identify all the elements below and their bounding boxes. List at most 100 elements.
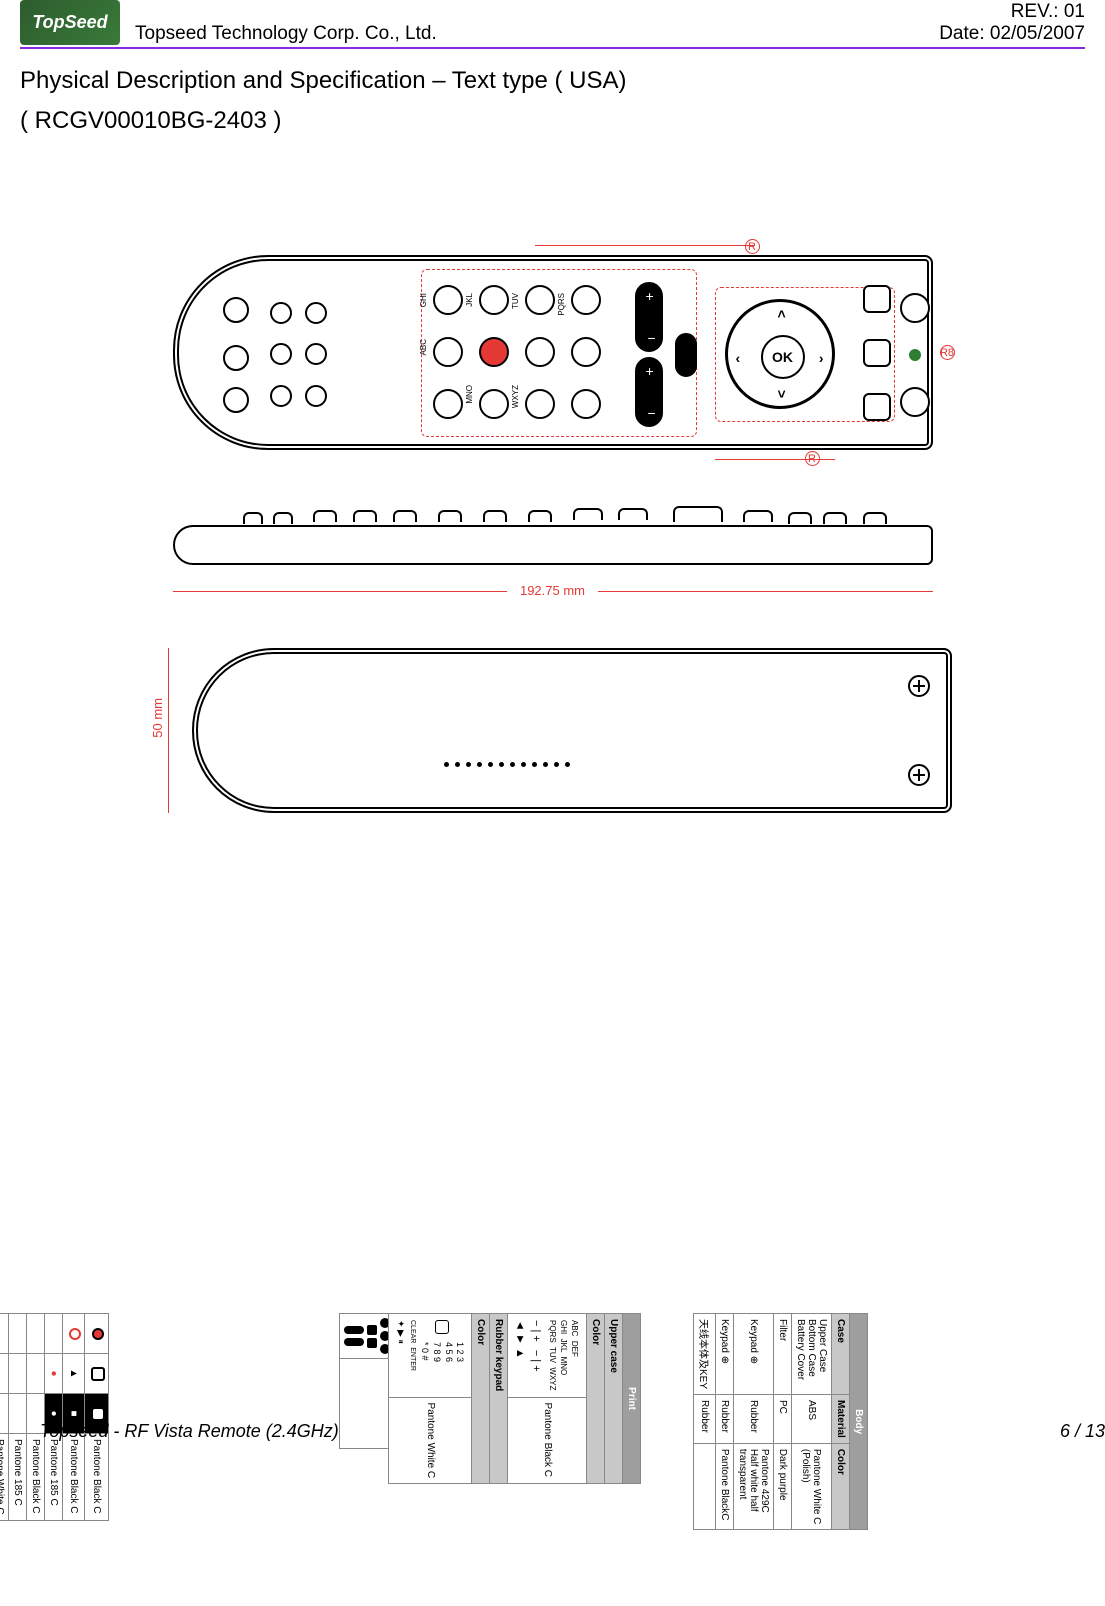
body-table-wrap: Body Case Material Color Upper Case Bott… bbox=[868, 863, 1085, 1313]
color-header: Color bbox=[587, 1314, 605, 1484]
numeric-keypad: GHI ABC JKL TUV PQRS MNO WXYZ bbox=[433, 285, 605, 435]
rev-label: REV.: 01 bbox=[939, 1, 1085, 23]
btn-far-right-bottom bbox=[900, 387, 930, 417]
key-6 bbox=[479, 389, 509, 419]
color-cell: Pantone 185 C bbox=[8, 1434, 26, 1521]
body-cell: Pantone 429C Half white half transparent bbox=[734, 1443, 774, 1530]
side-bump bbox=[273, 512, 293, 524]
print-color-table: Pantone Black C ▲ ■ Pantone Black C ●● P… bbox=[0, 1313, 109, 1521]
screw-icon bbox=[908, 764, 930, 786]
body-cell: Dark purple bbox=[774, 1443, 792, 1530]
print-color-table-wrap: Pantone Black C ▲ ■ Pantone Black C ●● P… bbox=[109, 863, 434, 1313]
square-icon bbox=[436, 1320, 450, 1334]
body-cell: Upper Case Bottom Case Battery Cover bbox=[792, 1314, 832, 1395]
company-name: Topseed Technology Corp. Co., Ltd. bbox=[135, 23, 437, 45]
btn-right-2 bbox=[863, 339, 891, 367]
side-bump bbox=[528, 510, 552, 522]
screw-icon bbox=[908, 675, 930, 697]
key-4 bbox=[479, 285, 509, 315]
btn-aux1 bbox=[223, 345, 249, 371]
btn-r2c3 bbox=[270, 385, 292, 407]
col-case: Case bbox=[832, 1314, 850, 1395]
body-cell: Keypad ⊕ bbox=[734, 1314, 774, 1395]
key-3 bbox=[433, 389, 463, 419]
remote-top-view: R R bbox=[173, 255, 933, 450]
btn-far-right-top bbox=[900, 293, 930, 323]
dpad-up-icon: ˄ bbox=[778, 306, 786, 322]
btn-r3c3 bbox=[305, 385, 327, 407]
dpad-ring: OK ˄ ˅ ‹ › bbox=[725, 299, 835, 409]
body-cell: Keypad ⊕ bbox=[716, 1314, 734, 1395]
footer-page: 6 / 13 bbox=[1060, 1421, 1105, 1442]
side-bump bbox=[573, 508, 603, 520]
footer-product: Topseed - RF Vista Remote (2.4GHz) bbox=[40, 1421, 339, 1442]
side-bump bbox=[483, 510, 507, 522]
print-table-wrap: Print Upper case Color ABC DEF GHI JKL M… bbox=[641, 863, 848, 1313]
side-bump bbox=[823, 512, 847, 524]
ch-rocker: + − bbox=[635, 357, 663, 427]
key-9 bbox=[525, 389, 555, 419]
color-header-2: Color bbox=[472, 1314, 490, 1484]
key-8 bbox=[525, 337, 555, 367]
circle-icon bbox=[69, 1328, 81, 1340]
dpad-right-icon: › bbox=[819, 350, 824, 366]
btn-aux2 bbox=[223, 387, 249, 413]
remote-back-view-wrap: 50 mm bbox=[154, 648, 952, 813]
btn-r2c2 bbox=[270, 343, 292, 365]
remote-top-outline: R R bbox=[173, 255, 933, 450]
body-cell bbox=[694, 1443, 716, 1530]
key-7 bbox=[525, 285, 555, 315]
dot-icon bbox=[92, 1328, 104, 1340]
width-dimension: 50 mm bbox=[150, 698, 165, 738]
side-bump bbox=[863, 512, 887, 524]
page-header: TopSeed Topseed Technology Corp. Co., Lt… bbox=[20, 0, 1085, 49]
logo: TopSeed bbox=[20, 0, 120, 45]
body-cell: 天线本体及KEY bbox=[694, 1314, 716, 1395]
guide-tag-r2: R bbox=[805, 451, 820, 466]
print-table: Print Upper case Color ABC DEF GHI JKL M… bbox=[388, 1313, 641, 1484]
btn-right-3 bbox=[863, 393, 891, 421]
square-icon bbox=[91, 1367, 105, 1381]
header-left: TopSeed Topseed Technology Corp. Co., Lt… bbox=[20, 0, 437, 45]
color-cell: Pantone Black C bbox=[26, 1434, 44, 1521]
print-title: Print bbox=[623, 1314, 641, 1484]
btn-power bbox=[223, 297, 249, 323]
key-star bbox=[571, 285, 601, 315]
ok-button: OK bbox=[761, 335, 805, 379]
spec-tables-row: Refer to Microsoft's spec 11.1 mm bbox=[20, 863, 1085, 1313]
width-dim-wrap: 50 mm bbox=[154, 648, 184, 813]
lbl-jkl: JKL bbox=[465, 293, 474, 307]
key-0 bbox=[571, 337, 601, 367]
lbl-ghi: GHI bbox=[419, 293, 428, 307]
rubber-keypad-header: Rubber keypad bbox=[490, 1314, 508, 1484]
lbl-wxyz: WXYZ bbox=[511, 385, 520, 408]
side-bump bbox=[393, 510, 417, 522]
side-bump bbox=[243, 512, 263, 524]
page-footer: Topseed - RF Vista Remote (2.4GHz) 6 / 1… bbox=[40, 1421, 1105, 1442]
side-bump bbox=[618, 508, 648, 520]
color-cell: Pantone 185 C bbox=[44, 1434, 62, 1521]
remote-back-outline bbox=[192, 648, 952, 813]
header-right: REV.: 01 Date: 02/05/2007 bbox=[939, 1, 1085, 45]
mute-pill bbox=[675, 333, 697, 377]
mini-remote-block: OK Pantone Black C bbox=[454, 863, 621, 1313]
vent-dots bbox=[444, 762, 570, 767]
length-value: 192.75 mm bbox=[520, 583, 585, 598]
side-bump bbox=[313, 510, 337, 522]
side-bump bbox=[788, 512, 812, 524]
square-icon bbox=[93, 1409, 103, 1419]
remote-side-view bbox=[173, 490, 933, 565]
length-dimension: 192.75 mm bbox=[173, 583, 933, 598]
lbl-abc: ABC bbox=[419, 339, 428, 355]
key-2 bbox=[433, 337, 463, 367]
ms-spec-block: Refer to Microsoft's spec 11.1 mm bbox=[20, 863, 89, 1313]
side-bump bbox=[438, 510, 462, 522]
color-cell: Pantone White C bbox=[0, 1434, 8, 1521]
btn-r3c2 bbox=[305, 343, 327, 365]
color-cell: Pantone Black C bbox=[84, 1434, 108, 1521]
body-cell: Pantone BlackC bbox=[716, 1443, 734, 1530]
body-cell: Filter bbox=[774, 1314, 792, 1395]
keypad-alpha-labels: ABC DEF GHI JKL MNO PQRS TUV WXYZ bbox=[547, 1320, 581, 1391]
date-label: Date: 02/05/2007 bbox=[939, 23, 1085, 45]
guide-line-top bbox=[535, 245, 755, 246]
